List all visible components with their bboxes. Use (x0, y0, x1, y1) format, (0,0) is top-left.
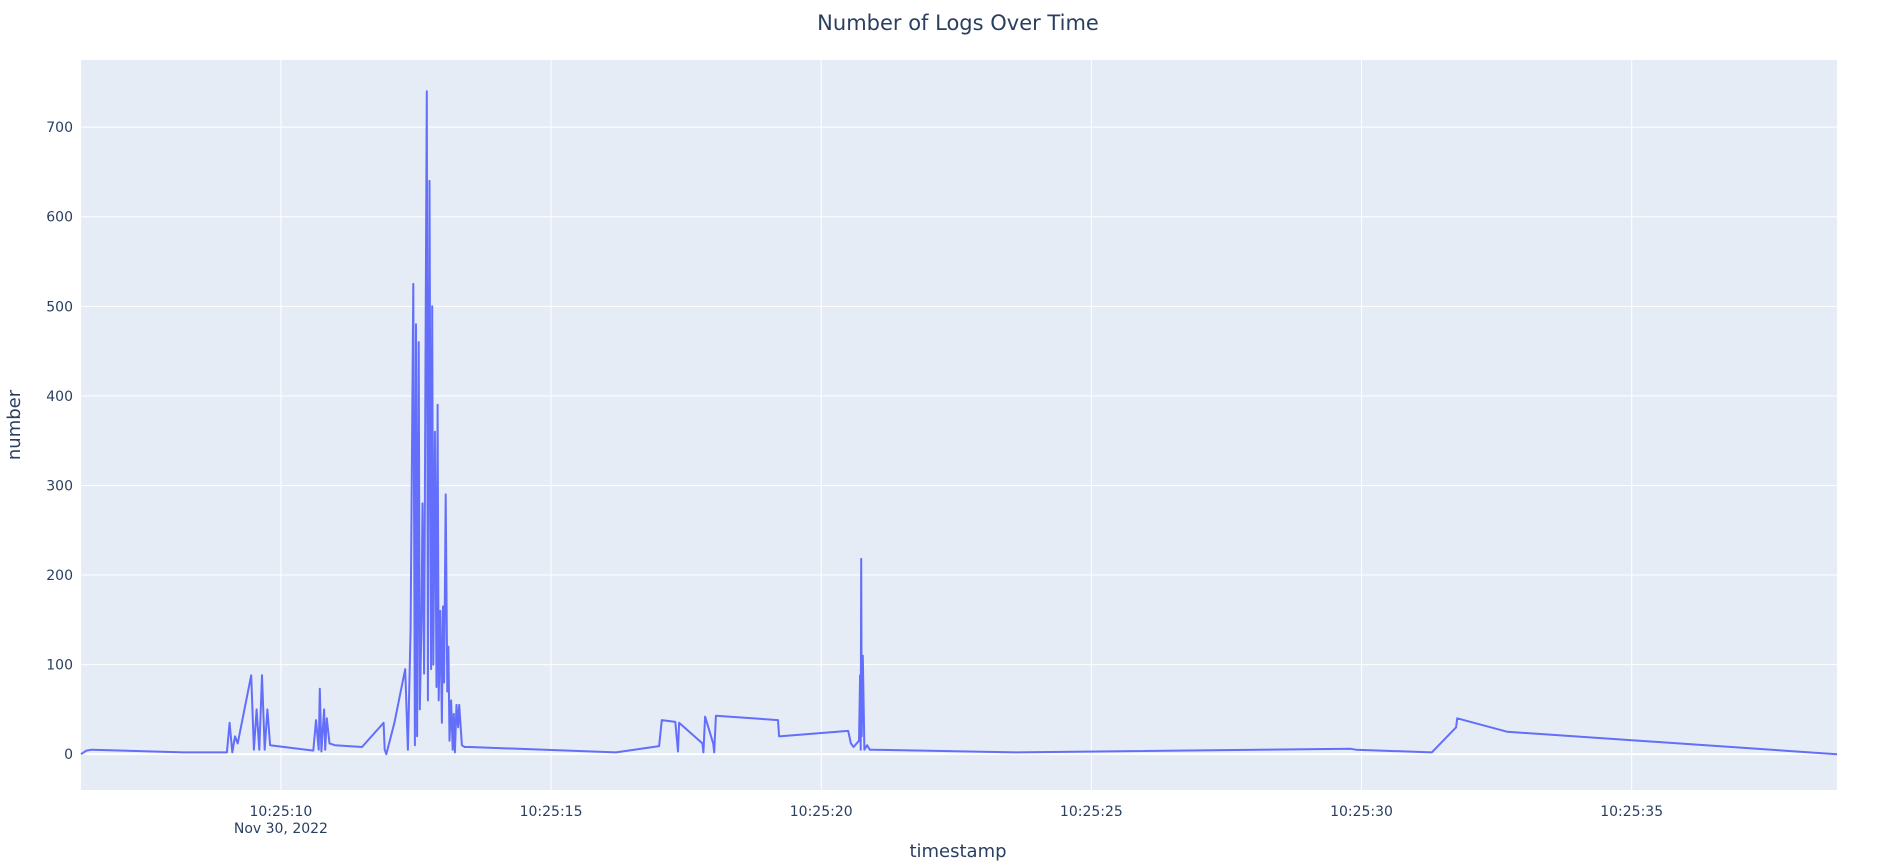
y-tick-label: 300 (46, 478, 73, 494)
x-axis-ticks: 10:25:10 10:25:15 10:25:20 10:25:25 10:25:30… (249, 804, 1663, 820)
y-axis-ticks: 0 100 200 300 400 500 600 700 (46, 120, 73, 763)
y-tick-label: 500 (46, 299, 73, 315)
series-line (80, 90, 1838, 756)
y-axis-title: number (4, 389, 25, 460)
x-tick-label: 10:25:20 (790, 804, 853, 820)
x-tick-label: 10:25:10 (249, 804, 312, 820)
y-tick-label: 100 (46, 658, 73, 674)
y-tick-label: 600 (46, 210, 73, 226)
y-tick-label: 400 (46, 389, 73, 405)
plot-area (81, 60, 1837, 790)
x-tick-label: 10:25:30 (1330, 804, 1393, 820)
x-tick-label: 10:25:15 (520, 804, 583, 820)
y-tick-label: 200 (46, 568, 73, 584)
gridlines (81, 60, 1837, 790)
x-axis-date-label: Nov 30, 2022 (234, 821, 328, 837)
x-tick-label: 10:25:35 (1600, 804, 1663, 820)
x-axis-title: timestamp (909, 841, 1006, 862)
chart-title: Number of Logs Over Time (817, 11, 1099, 35)
y-tick-label: 700 (46, 120, 73, 136)
y-tick-label: 0 (64, 747, 73, 763)
x-tick-label: 10:25:25 (1060, 804, 1123, 820)
